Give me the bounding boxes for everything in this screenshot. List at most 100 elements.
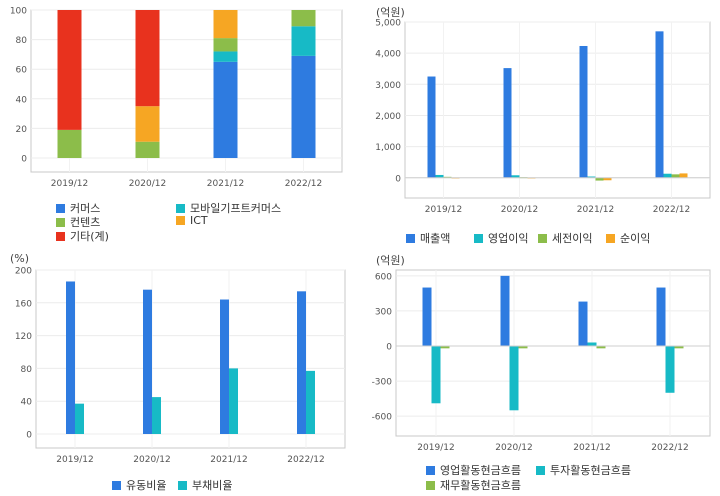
y-tick-label: 60	[16, 66, 28, 76]
legend-item-financing-cf: 재무활동현금흐름	[426, 477, 521, 493]
legend-cashflow: 영업활동현금흐름 투자활동현금흐름 재무활동현금흐름	[360, 248, 720, 496]
legend-label: 투자활동현금흐름	[550, 464, 631, 477]
legend-item-mobile-gift-commerce: 모바일기프트커머스	[176, 200, 281, 216]
bar	[297, 291, 306, 434]
legend-income: 매출액 영업이익 세전이익 순이익	[360, 0, 720, 248]
legend-label: 커머스	[70, 202, 101, 215]
x-tick-label: 2021/12	[573, 443, 610, 453]
legend-label: 기타(계)	[70, 230, 109, 243]
legend-swatch	[536, 465, 545, 475]
bar	[152, 397, 161, 434]
legend-item-ict: ICT	[176, 214, 208, 227]
bar	[579, 45, 588, 178]
bar	[440, 346, 450, 349]
legend-item-operating-cf: 영업활동현금흐름	[426, 462, 521, 478]
x-tick-label: 2022/12	[653, 205, 690, 215]
legend-item-commerce: 커머스	[56, 200, 100, 216]
legend-label: 모바일기프트커머스	[190, 202, 282, 215]
bar	[431, 346, 441, 404]
x-tick-label: 2021/12	[207, 179, 244, 189]
bar	[57, 10, 82, 130]
legend-swatch	[56, 231, 65, 241]
y-tick-label: 4,000	[375, 50, 401, 60]
legend-item-other: 기타(계)	[56, 228, 109, 244]
chart-revenue-mix-svg: 0 20 40 60 80 100 2019/12 2020/12 2021/12 2022/12	[10, 7, 343, 189]
chart-income-svg: 0 1,000 2,000 3,000 4,000 5,000 2019/12 2020/12…	[375, 19, 711, 215]
bar	[656, 287, 666, 346]
y-tick-label: 0	[395, 174, 401, 184]
bar	[587, 342, 597, 346]
legend-swatch	[176, 216, 185, 225]
bar	[655, 31, 664, 178]
bar	[511, 175, 520, 178]
legend-item-pretax-profit: 세전이익	[538, 230, 592, 246]
y-tick-label: 600	[375, 272, 392, 282]
chart-income: (억원) 0 1,000 2,000 3,000 4,000 5,000 2019/12 20…	[360, 0, 720, 248]
x-tick-label: 2020/12	[129, 179, 166, 189]
bar	[213, 10, 238, 39]
unit-label: (억원)	[376, 6, 405, 19]
bar	[135, 106, 160, 142]
x-tick-label: 2021/12	[577, 205, 614, 215]
y-tick-label: 80	[21, 365, 33, 375]
bar	[509, 346, 519, 411]
legend-label: 영업활동현금흐름	[440, 464, 521, 477]
bar	[135, 141, 160, 158]
x-tick-label: 2022/12	[285, 179, 322, 189]
bar	[663, 173, 672, 178]
legend-label: 재무활동현금흐름	[440, 479, 521, 492]
x-tick-label: 2019/12	[56, 455, 93, 465]
bar	[220, 299, 229, 434]
legend-label: 세전이익	[552, 232, 593, 245]
legend-label: 부채비율	[192, 479, 233, 492]
y-tick-label: 80	[16, 36, 28, 46]
chart-cashflow-svg: -600 -300 0 300 600 2019/12 2020/12 2021/12 2022…	[372, 269, 711, 453]
bar	[306, 370, 315, 434]
legend-label: 컨텐츠	[70, 216, 101, 229]
legend-swatch	[606, 233, 615, 243]
plot-frame	[30, 9, 343, 173]
bar	[213, 61, 238, 158]
y-tick-label: 0	[386, 343, 392, 353]
legend-swatch	[176, 203, 185, 213]
y-tick-label: 2,000	[375, 112, 401, 122]
x-tick-label: 2020/12	[133, 455, 170, 465]
y-tick-label: 5,000	[375, 19, 401, 29]
bar	[587, 176, 596, 178]
legend-item-contents: 컨텐츠	[56, 214, 100, 230]
unit-label: (억원)	[376, 254, 405, 267]
y-tick-label: 40	[16, 95, 28, 105]
bar	[578, 301, 588, 346]
chart-revenue-mix: 0 20 40 60 80 100 2019/12 2020/12 2021/12 2022/12…	[0, 0, 360, 248]
y-tick-label: 1,000	[375, 143, 401, 153]
legend-label: ICT	[190, 214, 208, 227]
bar	[665, 346, 675, 393]
legend-item-current-ratio: 유동비율	[112, 477, 166, 493]
legend-swatch	[178, 480, 187, 490]
x-tick-label: 2022/12	[287, 455, 324, 465]
bar	[57, 129, 82, 158]
bar	[422, 287, 432, 346]
bar	[596, 346, 606, 349]
x-tick-label: 2019/12	[417, 443, 454, 453]
bar	[291, 10, 316, 27]
y-tick-label: -600	[372, 413, 393, 423]
bar	[291, 55, 316, 158]
bar	[603, 177, 612, 181]
legend-label: 매출액	[420, 232, 451, 245]
bar	[229, 368, 238, 434]
legend-ratios: 유동비율 부채비율	[0, 248, 360, 496]
legend-swatch	[426, 480, 435, 490]
y-tick-label: -300	[372, 378, 393, 388]
bar	[213, 51, 238, 62]
x-tick-label: 2019/12	[51, 179, 88, 189]
y-tick-label: 100	[10, 7, 27, 17]
legend-item-sales: 매출액	[406, 230, 450, 246]
legend-swatch	[56, 203, 65, 213]
y-tick-label: 20	[16, 125, 28, 135]
chart-ratios-svg: 0 40 80 120 160 200 2019/12 2020/12 2021/12 2022/…	[15, 267, 346, 465]
chart-ratios: (%) 0 40 80 120 160 200 2019/12 2020/12 2021/12 2…	[0, 248, 360, 496]
y-tick-label: 40	[21, 398, 33, 408]
legend-label: 영업이익	[488, 232, 529, 245]
x-tick-label: 2022/12	[651, 443, 688, 453]
